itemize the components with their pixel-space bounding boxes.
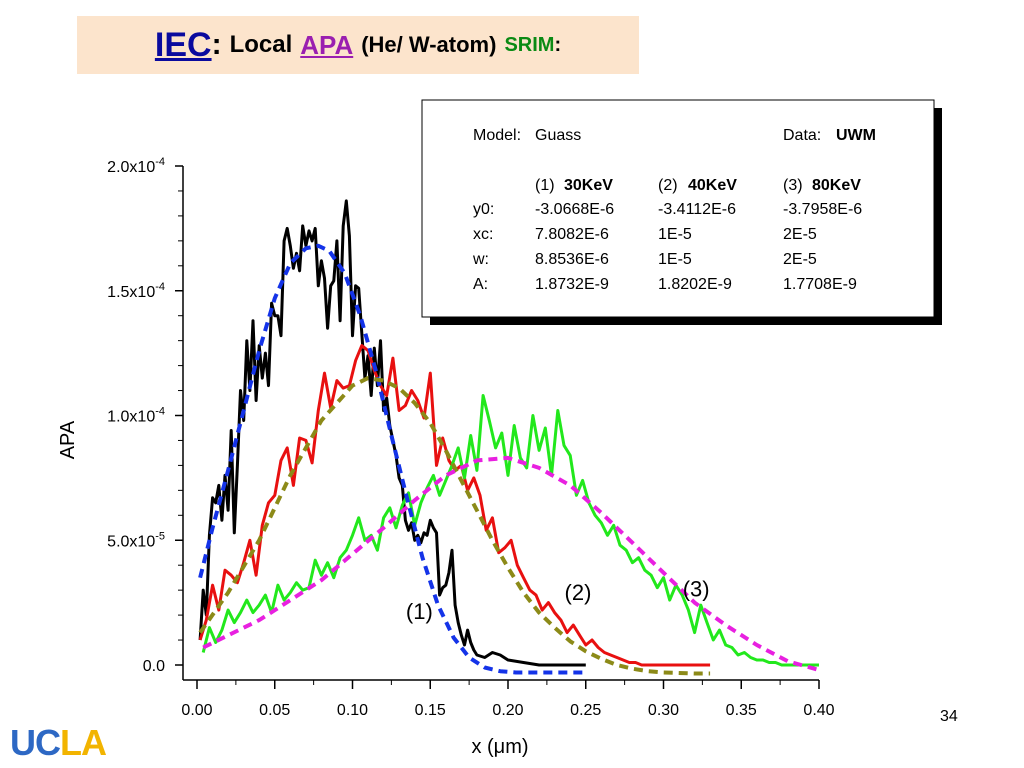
axes-layer [175, 165, 820, 689]
legend-row-a-label: A: [473, 276, 488, 293]
y-tick-label: 5.0x10-5 [107, 530, 165, 550]
page-number: 34 [940, 708, 958, 725]
slide-title: IEC: Local APA (He/ W-atom) SRIM: [77, 16, 639, 74]
legend-data-label: Data: [783, 127, 821, 144]
title-apa[interactable]: APA [300, 29, 354, 60]
x-tick-label: 0.00 [181, 702, 212, 719]
legend-row-y0-v2: -3.4112E-6 [658, 201, 736, 218]
title-iec[interactable]: IEC [154, 25, 212, 64]
legend-col3-energy: 80KeV [812, 177, 861, 194]
y-tick-label: 0.0 [143, 658, 165, 675]
title-colon-end: : [554, 33, 562, 56]
legend-row-a-v2: 1.8202E-9 [658, 276, 732, 293]
legend-frame [421, 99, 935, 318]
y-tick-label: 1.0x10-4 [107, 406, 165, 426]
x-tick-label: 0.30 [648, 702, 679, 719]
series-line-1 [198, 344, 711, 667]
legend-row-w-v3: 2E-5 [783, 251, 817, 268]
legend-row-w-label: w: [472, 251, 489, 268]
legend-row-y0-v3: -3.7958E-6 [783, 201, 862, 218]
curve-annotation-3: (3) [683, 576, 710, 601]
title-srim: SRIM [504, 33, 555, 56]
y-tick-label: 2.0x10-4 [107, 156, 165, 176]
legend-box: Model: Guass Data: UWM (1) 30KeV (2) 40K… [421, 99, 942, 325]
series-line-5 [202, 455, 820, 672]
series-line-2 [201, 394, 819, 667]
x-tick-label: 0.40 [803, 702, 834, 719]
legend-row-xc-v1: 7.8082E-6 [535, 226, 609, 243]
legend-row-a-v3: 1.7708E-9 [783, 276, 857, 293]
ucla-logo: UCLA [10, 722, 107, 764]
labels-layer: 0.00 0.05 0.10 0.15 0.20 0.25 0.30 0.35 0.40 0.0 5… [57, 156, 835, 758]
legend-model-label: Model: [473, 127, 521, 144]
x-tick-label: 0.10 [337, 702, 368, 719]
legend-col1-num: (1) [535, 177, 555, 194]
title-he-w-atom: (He/ W-atom) [361, 32, 497, 57]
legend-row-xc-v2: 1E-5 [658, 226, 692, 243]
logo-uc: UC [10, 722, 61, 763]
title-local: Local [229, 31, 293, 58]
series-layer [198, 199, 820, 676]
x-axis-label: x (μm) [471, 736, 528, 758]
series-line-4 [198, 376, 711, 676]
legend-row-w-v1: 8.8536E-6 [535, 251, 609, 268]
legend-row-y0-label: y0: [473, 201, 494, 218]
title-colon: : [211, 28, 222, 61]
x-tick-label: 0.15 [415, 702, 446, 719]
legend-col1-energy: 30KeV [564, 177, 613, 194]
logo-la: LA [60, 722, 107, 763]
legend-row-y0-v1: -3.0668E-6 [535, 201, 614, 218]
legend-col2-energy: 40KeV [688, 177, 737, 194]
legend-row-xc-v3: 2E-5 [783, 226, 817, 243]
y-axis-label: APA [57, 420, 79, 459]
x-tick-label: 0.25 [570, 702, 601, 719]
legend-row-xc-label: xc: [473, 226, 493, 243]
y-tick-label: 1.5x10-4 [107, 281, 165, 301]
x-tick-label: 0.05 [259, 702, 290, 719]
series-line-3 [198, 243, 586, 675]
legend-data-value: UWM [836, 127, 876, 144]
legend-row-a-v1: 1.8732E-9 [535, 276, 609, 293]
legend-col3-num: (3) [783, 177, 803, 194]
curve-annotation-1: (1) [406, 599, 433, 624]
x-tick-label: 0.20 [492, 702, 523, 719]
legend-model-value: Guass [535, 127, 581, 144]
curve-annotation-2: (2) [565, 580, 592, 605]
legend-col2-num: (2) [658, 177, 678, 194]
series-line-0 [198, 199, 586, 667]
x-tick-label: 0.35 [726, 702, 757, 719]
legend-row-w-v2: 1E-5 [658, 251, 692, 268]
